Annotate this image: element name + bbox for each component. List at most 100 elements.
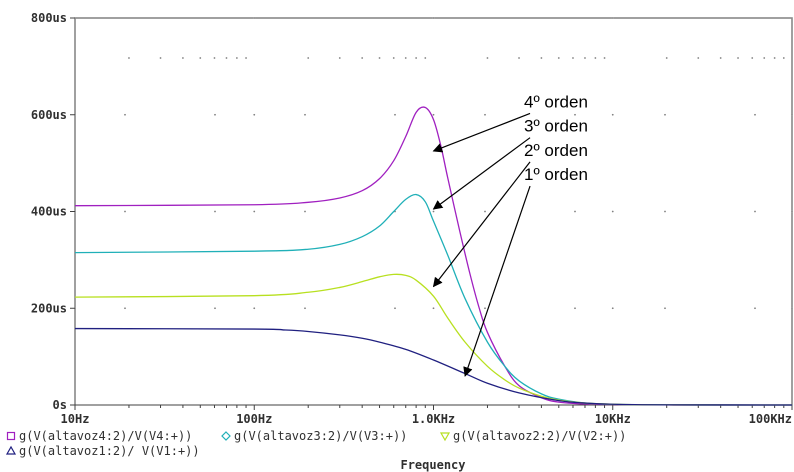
grid-dot: [791, 17, 793, 19]
x-axis-label: Frequency: [400, 458, 465, 472]
grid-dot: [773, 57, 776, 59]
grid-dot: [128, 57, 130, 59]
grid-dot: [611, 17, 614, 19]
grid-dot: [754, 307, 756, 310]
grid-dot: [378, 57, 381, 59]
grid-dot: [603, 57, 606, 59]
annotation-arrow: [432, 112, 531, 153]
annotation-label: 3º orden: [524, 117, 588, 136]
y-tick-label: 400us: [31, 205, 67, 219]
grid-dot: [424, 57, 427, 59]
grid-dot: [665, 57, 668, 59]
annotation-label: 2º orden: [524, 141, 588, 160]
annotation-arrow: [432, 161, 531, 288]
legend-marker-triangle-down: [439, 432, 451, 442]
grid-dot: [214, 113, 216, 116]
grid-dot: [754, 113, 756, 116]
legend-marker-triangle-up: [5, 445, 17, 455]
x-tick-label: 100KHz: [749, 412, 792, 426]
grid-dot: [557, 57, 560, 59]
grid-dot: [751, 57, 754, 59]
y-tick-label: 200us: [31, 301, 67, 315]
grid-dot: [213, 57, 216, 59]
grid-dot: [486, 57, 489, 59]
grid-dot: [584, 57, 586, 59]
grid-dot: [763, 57, 766, 59]
y-tick-label: 600us: [31, 108, 67, 122]
x-tick-label: 1.0KHz: [412, 412, 455, 426]
grid-dot: [253, 307, 256, 310]
grid-dot: [484, 210, 486, 213]
grid-dot: [159, 57, 162, 59]
x-tick-label: 10Hz: [61, 412, 90, 426]
grid-dot: [782, 57, 785, 59]
grid-dot: [484, 307, 486, 310]
grid-dot: [394, 307, 396, 310]
series-line-2: [74, 193, 793, 406]
grid-dot: [611, 307, 614, 310]
grid-dot: [432, 210, 435, 213]
grid-dot: [432, 307, 435, 310]
grid-dot: [754, 210, 756, 213]
grid-dot: [432, 113, 435, 116]
grid-dot: [253, 17, 256, 19]
grid-dot: [361, 57, 364, 59]
grid-dot: [304, 210, 306, 213]
grid-dot: [304, 307, 306, 310]
grid-dot: [253, 210, 256, 213]
legend: g(V(altavoz4:2)/V(V4:+)) g(V(altavoz3:2)/…: [5, 429, 626, 458]
grid-dot: [719, 57, 722, 59]
grid-dot: [572, 57, 574, 59]
axes: 0s 200us 400us 600us 800us 10Hz 100Hz 1.0KHz 10K…: [31, 11, 793, 426]
y-tick-label: 0s: [53, 398, 67, 412]
legend-entry: g(V(altavoz4:2)/V(V4:+)): [19, 429, 192, 443]
grid-dot: [394, 113, 396, 116]
annotation-arrow: [463, 185, 531, 377]
grid-dot: [214, 307, 216, 310]
grid-dot: [574, 210, 576, 213]
grid-dot: [245, 57, 247, 59]
series-line-4: [74, 327, 793, 406]
grid-dot: [253, 113, 256, 116]
grid-dot: [182, 57, 184, 59]
grid-dot: [540, 57, 543, 59]
grid-dot: [225, 57, 228, 59]
grid-dot: [574, 113, 576, 116]
annotations: 4º orden 3º orden 2º orden 1º orden: [432, 92, 588, 377]
grid-dot: [791, 307, 793, 310]
y-tick-label: 800us: [31, 11, 67, 25]
grid-dot: [304, 113, 306, 116]
grid: [74, 17, 793, 310]
grid-dot: [664, 307, 666, 310]
grid-dot: [518, 57, 520, 59]
grid-dot: [697, 57, 700, 59]
legend-marker-square: [6, 431, 16, 441]
grid-dot: [791, 113, 793, 116]
legend-marker-diamond: [221, 431, 231, 441]
grid-dot: [199, 57, 202, 59]
annotation-label: 1º orden: [524, 165, 588, 184]
legend-entry: g(V(altavoz3:2)/V(V3:+)): [234, 429, 407, 443]
grid-dot: [392, 57, 395, 59]
annotation-arrow: [432, 137, 531, 210]
series-line-3: [74, 273, 793, 406]
grid-dot: [432, 17, 435, 19]
legend-entry: g(V(altavoz1:2)/ V(V1:+)): [19, 444, 200, 458]
grid-dot: [338, 57, 341, 59]
grid-dot: [484, 113, 486, 116]
grid-dot: [124, 113, 126, 116]
grid-dot: [611, 113, 614, 116]
grid-dot: [594, 57, 597, 59]
annotation-label: 4º orden: [524, 92, 588, 111]
grid-dot: [404, 57, 407, 59]
grid-dot: [124, 307, 126, 310]
grid-dot: [415, 57, 418, 59]
grid-dot: [664, 113, 666, 116]
grid-dot: [124, 210, 126, 213]
grid-dot: [307, 57, 310, 59]
grid-dot: [664, 210, 666, 213]
grid-dot: [791, 210, 793, 213]
grid-dot: [574, 307, 576, 310]
x-tick-label: 10KHz: [595, 412, 631, 426]
